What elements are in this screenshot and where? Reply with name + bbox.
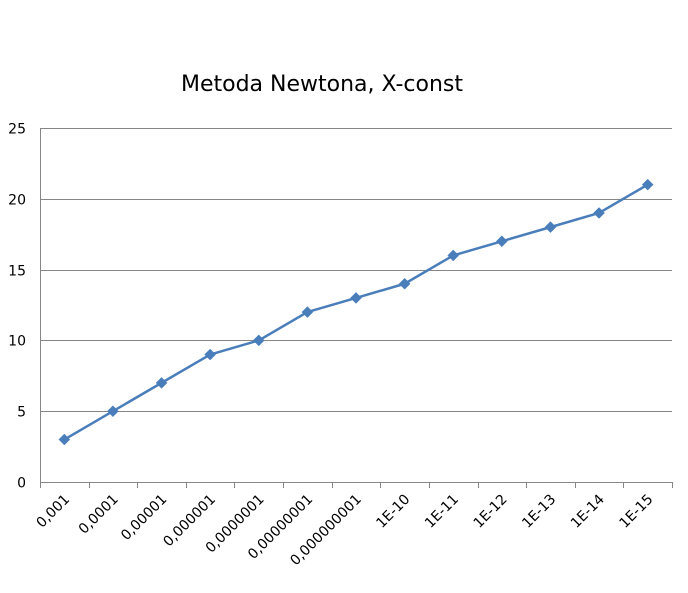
data-point: [155, 377, 168, 389]
x-tick-label: 1E-12: [471, 492, 511, 532]
x-tick-label: 1E-15: [616, 492, 656, 532]
data-point: [58, 433, 71, 446]
data-point: [301, 306, 314, 318]
y-tick-label: 20: [8, 193, 26, 209]
x-tick-label: 1E-11: [422, 492, 462, 532]
y-tick-label: 5: [17, 405, 26, 421]
data-point: [107, 405, 119, 418]
x-tick-label: 0,0001: [76, 492, 122, 538]
data-point: [641, 178, 654, 191]
y-tick-label: 15: [8, 264, 26, 280]
y-tick-label: 25: [8, 122, 26, 138]
series-line: [63, 183, 649, 441]
data-point: [252, 334, 265, 347]
data-point: [204, 348, 217, 361]
x-tick-label: 1E-13: [519, 492, 559, 532]
y-tick-label: 10: [8, 334, 26, 350]
data-point: [350, 292, 362, 304]
data-point: [593, 207, 605, 219]
x-tick-label: 1E-10: [373, 492, 413, 532]
data-point: [447, 249, 460, 262]
data-point: [495, 235, 508, 248]
chart-title: Metoda Newtona, X-const: [180, 72, 464, 97]
y-tick-label: 0: [17, 476, 26, 492]
x-tick-label: 0,001: [33, 492, 73, 532]
data-point: [398, 277, 411, 290]
x-tick-label: 1E-14: [568, 491, 608, 531]
data-point: [544, 221, 557, 233]
